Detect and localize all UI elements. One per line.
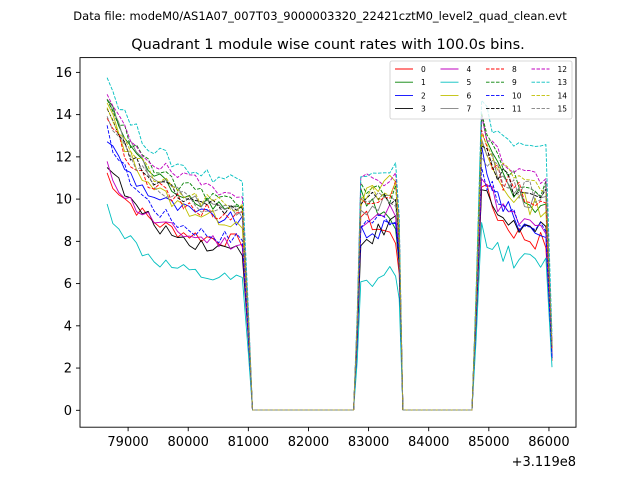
legend-label-10: 10 [512,91,522,100]
x-tick-label: 83000 [348,435,389,450]
y-tick-label: 6 [64,277,72,292]
x-tick-label: 81000 [228,435,269,450]
series-line-0 [106,172,553,411]
suptitle: Data file: modeM0/AS1A07_007T03_90000033… [73,9,567,23]
plot-frame [79,57,577,428]
x-tick-label: 84000 [408,435,449,450]
y-tick-label: 14 [55,108,72,123]
legend-label-2: 2 [421,91,426,100]
y-tick-label: 16 [55,66,72,81]
legend-label-8: 8 [512,65,517,74]
legend-label-1: 1 [421,78,426,87]
legend-label-12: 12 [558,65,568,74]
legend-label-9: 9 [512,78,517,87]
legend-box [389,60,573,120]
legend-label-5: 5 [467,78,472,87]
y-tick-label: 8 [64,235,72,250]
series-line-14 [106,107,553,411]
legend-label-15: 15 [558,105,568,114]
y-tick-label: 0 [64,404,72,419]
legend-label-4: 4 [467,65,472,74]
series-line-5 [106,203,553,411]
x-tick-label: 86000 [528,435,569,450]
legend-label-7: 7 [467,105,472,114]
y-tick-label: 2 [64,362,72,377]
y-axis: 0 2 4 6 8 10 12 14 16 [55,66,80,419]
series-line-7 [106,98,553,411]
x-axis: 79000 80000 81000 82000 83000 84000 85000 86000 [107,427,570,450]
x-tick-label: 80000 [168,435,209,450]
x-tick-label: 82000 [288,435,329,450]
chart-title: Quadrant 1 module wise count rates with … [131,37,525,53]
series-line-1 [106,99,553,411]
series-line-6 [106,102,553,411]
legend-label-13: 13 [558,78,568,87]
x-tick-label: 85000 [468,435,509,450]
legend-label-6: 6 [467,91,472,100]
series-line-13 [106,77,553,411]
x-offset-label: +3.119e8 [512,455,576,470]
legend-label-14: 14 [558,91,568,100]
series-line-8 [106,118,553,411]
series-line-11 [106,108,553,411]
series-line-15 [106,116,553,411]
x-tick-label: 79000 [107,435,148,450]
y-tick-label: 4 [64,319,72,334]
y-tick-label: 12 [55,150,72,165]
legend-label-3: 3 [421,105,426,114]
legend-label-0: 0 [421,65,426,74]
series-line-9 [106,99,553,411]
legend-label-11: 11 [512,105,522,114]
y-tick-label: 10 [55,193,72,208]
